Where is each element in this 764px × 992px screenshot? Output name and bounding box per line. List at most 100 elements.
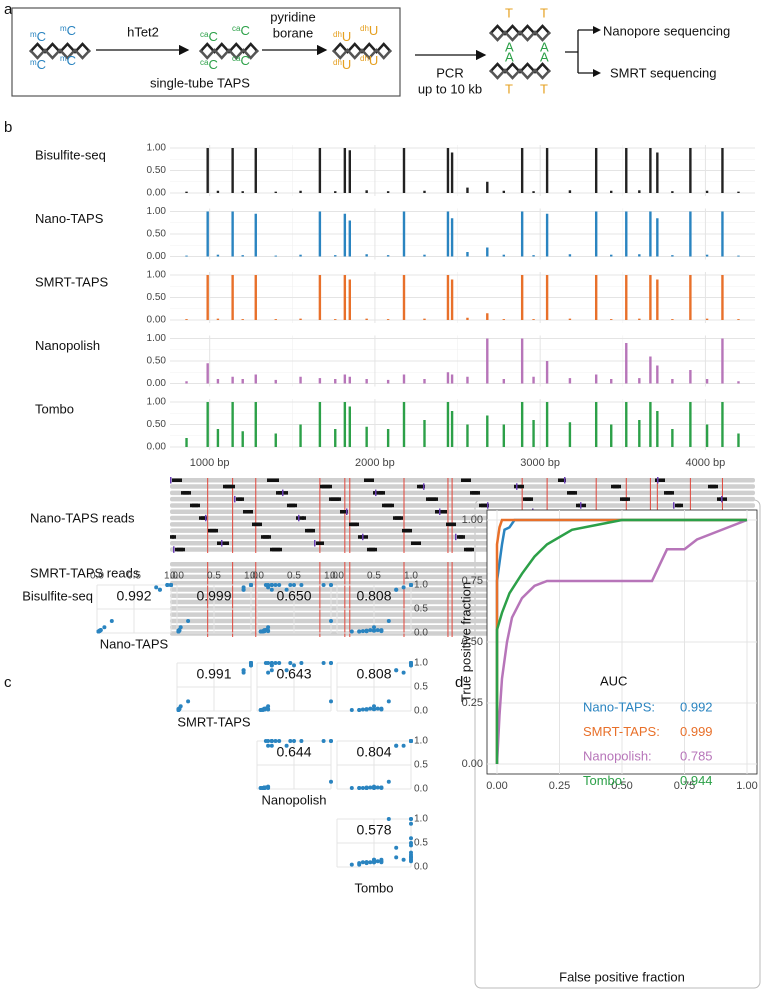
bar — [241, 255, 244, 257]
y-tick-label: 0.75 — [462, 575, 483, 587]
base: A — [505, 49, 514, 64]
y-tick-label: 0.0 — [414, 628, 428, 639]
point — [360, 860, 365, 865]
point — [249, 583, 253, 587]
point — [266, 743, 271, 748]
mismatch — [670, 491, 674, 495]
mismatch — [320, 541, 324, 545]
point — [401, 670, 406, 675]
point — [269, 743, 274, 748]
mismatch — [417, 541, 421, 545]
point — [386, 699, 391, 704]
bar — [721, 402, 724, 447]
y-tick-label: 0.5 — [414, 838, 428, 849]
output: Nanopore sequencing — [603, 23, 730, 38]
bar — [689, 402, 692, 447]
point — [109, 619, 114, 623]
bar — [532, 255, 535, 257]
point — [379, 628, 384, 633]
dna — [332, 48, 392, 60]
bar — [343, 402, 347, 447]
bar — [402, 211, 406, 257]
point — [409, 841, 413, 845]
reads-label: Nano-TAPS reads — [30, 510, 135, 525]
bar — [466, 187, 469, 193]
point — [394, 587, 399, 592]
bar — [610, 424, 613, 447]
base: T — [505, 5, 513, 20]
mismatch — [529, 497, 533, 501]
legend-name: Nanopolish: — [583, 748, 652, 763]
variable-label: Nanopolish — [261, 792, 326, 807]
mismatch — [373, 547, 377, 552]
bar — [486, 415, 489, 447]
bar — [348, 376, 351, 384]
point — [329, 699, 333, 704]
mismatch — [520, 484, 524, 489]
correlation: 0.650 — [276, 588, 311, 604]
bar — [318, 211, 322, 257]
roc-line — [495, 518, 747, 764]
point — [321, 583, 326, 587]
bar — [206, 275, 209, 320]
mismatch — [626, 497, 630, 501]
bar — [594, 148, 598, 193]
bar — [545, 213, 549, 257]
bar — [649, 275, 652, 320]
mismatch — [267, 535, 271, 539]
base: C — [37, 57, 46, 72]
x-tick-label: 0.0 — [330, 571, 344, 582]
legend-auc: 0.785 — [680, 748, 713, 763]
base: A — [540, 39, 549, 54]
mismatch — [284, 491, 288, 495]
legend-name: SMRT-TAPS: — [583, 724, 660, 739]
base: C — [208, 57, 217, 72]
bar — [231, 211, 234, 257]
insertion — [298, 514, 300, 522]
bar — [206, 402, 209, 447]
base-label: dhU — [333, 29, 351, 44]
point — [379, 859, 384, 864]
insertion — [516, 483, 518, 490]
insertion — [439, 508, 441, 515]
read — [170, 496, 755, 502]
insertion — [362, 533, 364, 541]
output: SMRT sequencing — [610, 65, 716, 80]
point — [360, 707, 365, 712]
point — [266, 585, 271, 590]
y-tick-label: 1.00 — [147, 270, 167, 281]
insertion — [205, 514, 207, 522]
base-label: caC — [200, 57, 218, 72]
bar — [689, 211, 692, 257]
bar — [386, 191, 390, 193]
roc-line — [495, 518, 748, 765]
panel-label: d — [455, 674, 463, 691]
x-tick-label: 1.0 — [164, 571, 178, 582]
mismatch — [249, 510, 253, 514]
panel-a: hTet2 pyridine borane single-tube TAPS P… — [11, 5, 730, 97]
legend-name: Tombo: — [583, 773, 626, 788]
mismatch — [443, 510, 447, 514]
bar — [241, 379, 244, 384]
point — [364, 860, 369, 865]
bar — [532, 191, 535, 193]
y-tick-label: 0.50 — [147, 229, 167, 240]
bar — [466, 424, 469, 447]
bar — [386, 379, 390, 384]
point — [273, 583, 278, 587]
correlation: 0.578 — [356, 822, 391, 838]
point — [288, 739, 293, 743]
mismatch — [476, 491, 480, 495]
bar — [446, 372, 450, 384]
x-tick-label: 0.75 — [674, 780, 695, 792]
bar — [721, 275, 724, 320]
x-tick-label: 0.5 — [207, 571, 221, 582]
point — [375, 859, 380, 864]
base-label: caC — [232, 23, 250, 38]
insertion — [423, 483, 425, 490]
x-tick-label: 0.0 — [90, 571, 104, 582]
point — [409, 850, 413, 855]
bar — [254, 213, 257, 257]
y-tick-label: 1.0 — [414, 580, 428, 591]
point — [401, 585, 406, 590]
